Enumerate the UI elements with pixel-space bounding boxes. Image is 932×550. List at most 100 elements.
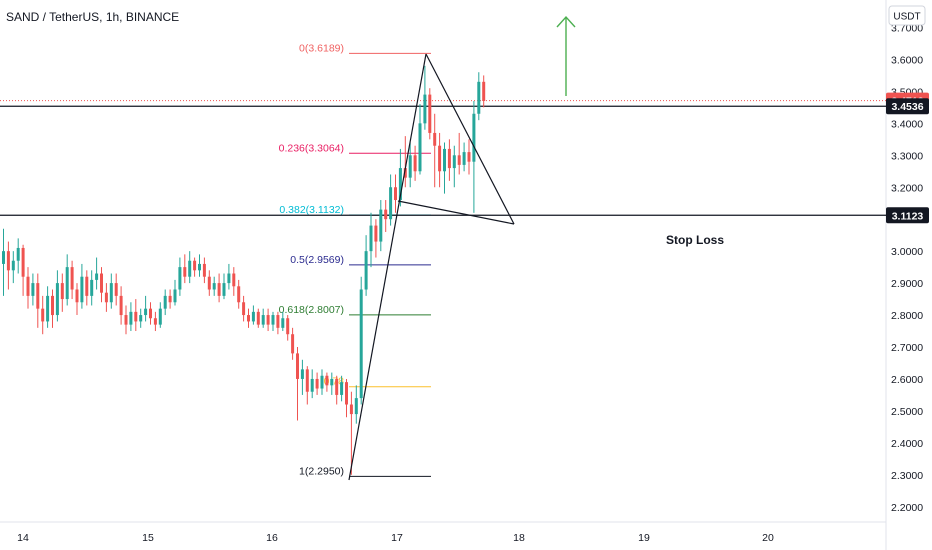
candle-body — [394, 187, 397, 201]
candle-body — [369, 225, 373, 252]
candle-body — [462, 152, 466, 165]
candle-body — [443, 148, 446, 172]
candle-body — [286, 318, 290, 335]
candle-body — [227, 273, 231, 284]
pennant-lower-line[interactable] — [397, 200, 515, 225]
candle-body — [80, 276, 84, 303]
level-price-tag-bg — [886, 98, 929, 115]
y-tick-label: 2.9000 — [891, 278, 923, 290]
candle-body — [178, 267, 182, 290]
candle-body — [100, 273, 103, 293]
candle-body — [349, 404, 353, 415]
up-arrow-icon[interactable] — [556, 15, 576, 96]
candle-body — [222, 283, 226, 296]
candle-body — [374, 225, 378, 242]
candle-body — [408, 155, 412, 178]
candle-body — [389, 187, 393, 220]
pennant-drawing[interactable] — [348, 53, 515, 481]
candle-body — [193, 260, 197, 271]
candle-body — [379, 209, 383, 242]
fib-level-label: 1(2.2950) — [299, 465, 344, 477]
time-axis[interactable]: 14 15 16 17 18 19 20 — [17, 532, 774, 544]
fib-level-label: 0(3.6189) — [299, 42, 344, 54]
candle-body — [55, 283, 59, 316]
candle-body — [340, 382, 344, 395]
currency-label: USDT — [893, 12, 920, 23]
candle-body — [423, 94, 427, 124]
x-tick-label: 19 — [638, 532, 650, 544]
fibonacci-retracement[interactable]: 0(3.6189) 0.236(3.3064) 0.382(3.1132) 0.5(2… — [279, 42, 431, 477]
candle-body — [364, 251, 368, 290]
candle-body — [325, 375, 329, 386]
candle-body — [144, 308, 148, 316]
candle-body — [472, 113, 476, 162]
flagpole-line[interactable] — [348, 53, 427, 481]
candle-body — [418, 123, 422, 172]
candle-body — [345, 382, 348, 405]
y-tick-label: 2.3000 — [891, 470, 923, 482]
candle-body — [36, 283, 40, 309]
candle-body — [433, 132, 437, 146]
y-tick-label: 2.7000 — [891, 342, 923, 354]
candle-body — [70, 267, 74, 290]
candle-body — [335, 378, 339, 395]
candle-body — [51, 295, 54, 316]
candle-body — [153, 318, 157, 325]
candle-body — [2, 251, 5, 264]
candle-body — [134, 311, 138, 322]
y-tick-label: 3.3000 — [891, 150, 923, 162]
candle-body — [457, 155, 461, 165]
level-price-tag-bg — [886, 207, 929, 224]
candle-body — [41, 308, 45, 322]
candle-body — [90, 279, 94, 296]
candle-body — [310, 378, 314, 392]
candle-body — [247, 315, 250, 322]
y-tick-label: 3.0000 — [891, 246, 923, 258]
candle-body — [467, 152, 471, 162]
candle-body — [237, 286, 241, 303]
candle-body — [149, 308, 152, 319]
candle-body — [477, 81, 481, 114]
currency-badge[interactable] — [888, 5, 926, 26]
candle-body — [447, 148, 451, 169]
candle-body — [11, 260, 15, 271]
candle-body — [315, 378, 319, 389]
y-tick-label: 3.2000 — [891, 182, 923, 194]
candle-body — [114, 283, 118, 296]
candle-body — [428, 94, 432, 133]
candle-body — [129, 311, 133, 325]
y-tick-label: 2.2000 — [891, 502, 923, 514]
candle-body — [104, 292, 108, 303]
candle-body — [139, 315, 143, 322]
x-tick-label: 14 — [17, 532, 29, 544]
y-tick-label: 3.6000 — [891, 54, 923, 66]
candle-body — [6, 251, 10, 271]
x-tick-label: 18 — [513, 532, 525, 544]
x-tick-label: 20 — [762, 532, 774, 544]
candle-body — [271, 315, 275, 325]
pennant-upper-line[interactable] — [425, 53, 515, 225]
candle-body — [16, 247, 20, 261]
candle-body — [413, 155, 417, 172]
candle-body — [95, 273, 99, 280]
candle-body — [320, 375, 324, 389]
candle-body — [60, 283, 64, 300]
fib-level-label: 0.382(3.1132) — [279, 204, 344, 216]
candle-body — [438, 145, 442, 172]
chart-title: SAND / TetherUS, 1h, BINANCE — [6, 10, 179, 24]
candle-body — [198, 263, 201, 271]
candle-body — [452, 155, 456, 169]
candle-body — [212, 283, 216, 290]
candle-body — [232, 273, 236, 287]
fib-level-label: 0.78 — [324, 376, 345, 388]
horizontal-levels[interactable] — [0, 100, 886, 216]
candle-body — [330, 378, 334, 386]
candle-body — [168, 295, 172, 303]
candle-body — [482, 81, 486, 101]
x-tick-label: 16 — [266, 532, 278, 544]
candle-body — [359, 289, 363, 399]
y-tick-label: 2.6000 — [891, 374, 923, 386]
candle-body — [384, 209, 388, 220]
